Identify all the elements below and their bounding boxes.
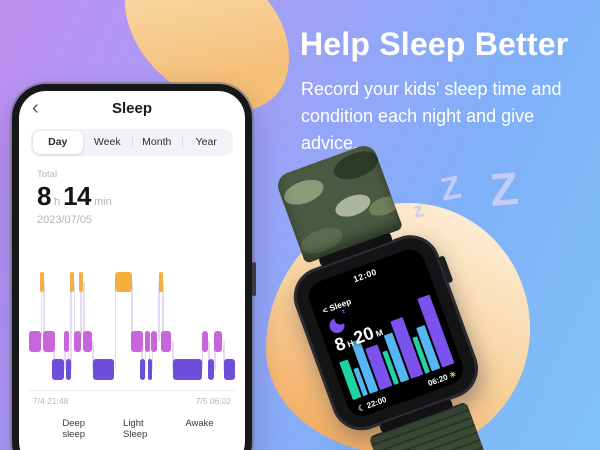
page-title: Sleep — [111, 99, 153, 117]
phone-mockup: ‹ Sleep Day Week Month Year Total 8 h 14… — [12, 84, 256, 450]
sleep-segment-awake — [40, 272, 44, 292]
sleep-segment-deep-sleep — [173, 359, 202, 380]
stage-connector-line — [131, 281, 133, 341]
minutes-value: 14 — [63, 181, 92, 211]
legend-item-awake: Awake — [173, 418, 213, 441]
hero-title: Help Sleep Better — [300, 26, 569, 62]
sleep-duration-value: 8 h 14 min — [37, 181, 227, 212]
sleep-segment-light-sleep — [161, 330, 172, 352]
sleep-segment-deep-sleep — [51, 359, 65, 380]
watch-end-time: 06:20 — [426, 372, 450, 389]
app-header: ‹ Sleep — [19, 91, 245, 125]
stage-connector-line — [114, 281, 117, 370]
watch-start-time: 22:00 — [365, 394, 388, 411]
sleep-segment-light-sleep — [29, 330, 42, 352]
sleep-date: 2023/07/05 — [37, 214, 93, 226]
axis-start-label: 7/4 21:48 — [33, 396, 69, 406]
stage-connector-line — [53, 341, 55, 370]
sleep-segment-deep-sleep — [92, 359, 115, 380]
awake-dot — [173, 420, 180, 427]
stage-connector-line — [162, 281, 164, 341]
stage-connector-line — [223, 341, 225, 370]
sleep-segment-deep-sleep — [147, 359, 153, 380]
back-chevron-icon[interactable]: ‹ — [32, 97, 39, 119]
stage-connector-line — [158, 281, 160, 341]
sleep-segment-deep-sleep — [140, 359, 145, 380]
chart-legend: Deep sleep Light Sleep Awake — [19, 418, 245, 441]
axis-end-label: 7/5 06:02 — [195, 396, 231, 406]
tab-month[interactable]: Month — [132, 131, 182, 154]
sleep-segment-deep-sleep — [224, 359, 235, 380]
watch-hours-value: 8 — [331, 332, 349, 356]
stage-connector-line — [43, 281, 45, 341]
minutes-unit: min — [94, 196, 112, 208]
stage-connector-line — [92, 341, 94, 370]
sleep-hypnogram — [29, 236, 235, 386]
hours-value: 8 — [37, 181, 51, 211]
stage-connector-line — [201, 341, 204, 370]
legend-item-deep-sleep: Deep sleep — [50, 418, 85, 441]
sleep-segment-light-sleep — [214, 330, 222, 352]
period-tabs: Day Week Month Year — [31, 129, 233, 156]
legend-item-light-sleep: Light Sleep — [111, 418, 147, 441]
zzz-letter: Z — [487, 161, 521, 217]
sleep-segment-light-sleep — [64, 330, 69, 352]
hero-description: Record your kids' sleep time and conditi… — [301, 79, 562, 153]
sleep-segment-light-sleep — [73, 330, 82, 352]
sleep-segment-light-sleep — [83, 330, 92, 352]
stage-connector-line — [214, 341, 216, 370]
light-sleep-dot — [111, 420, 118, 427]
legend-label: Deep — [62, 418, 86, 429]
stage-connector-line — [80, 281, 82, 341]
stage-connector-line — [141, 341, 143, 370]
sleep-summary: Total 8 h 14 min 2023/07/05 — [37, 169, 227, 226]
sleep-segment-light-sleep — [144, 330, 150, 352]
sleep-segment-deep-sleep — [208, 359, 215, 380]
stage-connector-line — [64, 341, 66, 370]
zzz-letter: Z — [437, 168, 464, 208]
sleep-segment-light-sleep — [151, 330, 158, 352]
legend-label: Sleep — [123, 429, 148, 441]
deep-sleep-dot — [50, 420, 57, 427]
sleep-segment-light-sleep — [43, 330, 55, 352]
moon-z: z — [341, 308, 347, 316]
stage-connector-line — [67, 341, 70, 370]
sun-icon: ☀ — [447, 369, 458, 381]
stage-connector-line — [83, 281, 85, 341]
phone-screen: ‹ Sleep Day Week Month Year Total 8 h 14… — [19, 91, 245, 450]
sleep-segment-deep-sleep — [66, 359, 71, 380]
stage-connector-line — [73, 281, 76, 341]
tab-week[interactable]: Week — [93, 136, 121, 148]
sleep-segment-light-sleep — [130, 330, 143, 352]
phone-side-button — [252, 262, 256, 296]
stage-connector-line — [40, 281, 43, 341]
sleep-segment-awake — [79, 272, 84, 292]
legend-label: Light — [123, 418, 144, 429]
stage-connector-line — [172, 341, 174, 370]
stage-connector-line — [208, 341, 210, 370]
sleep-segment-awake — [115, 272, 132, 292]
hours-unit: h — [53, 196, 61, 208]
stage-connector-line — [70, 281, 72, 370]
sleep-segment-awake — [69, 272, 74, 292]
legend-label: Awake — [185, 418, 214, 429]
stage-connector-line — [151, 341, 154, 370]
total-label: Total — [37, 169, 58, 180]
sleep-segment-light-sleep — [201, 330, 209, 352]
legend-label: sleep — [62, 429, 86, 441]
watch-screen-title: Sleep — [327, 296, 353, 314]
stage-connector-line — [148, 341, 151, 370]
stage-connector-line — [144, 341, 147, 370]
sleep-segment-awake — [158, 272, 164, 292]
tab-day[interactable]: Day — [33, 131, 83, 154]
time-axis: 7/4 21:48 7/5 06:02 — [29, 390, 235, 406]
tab-year[interactable]: Year — [181, 131, 232, 154]
